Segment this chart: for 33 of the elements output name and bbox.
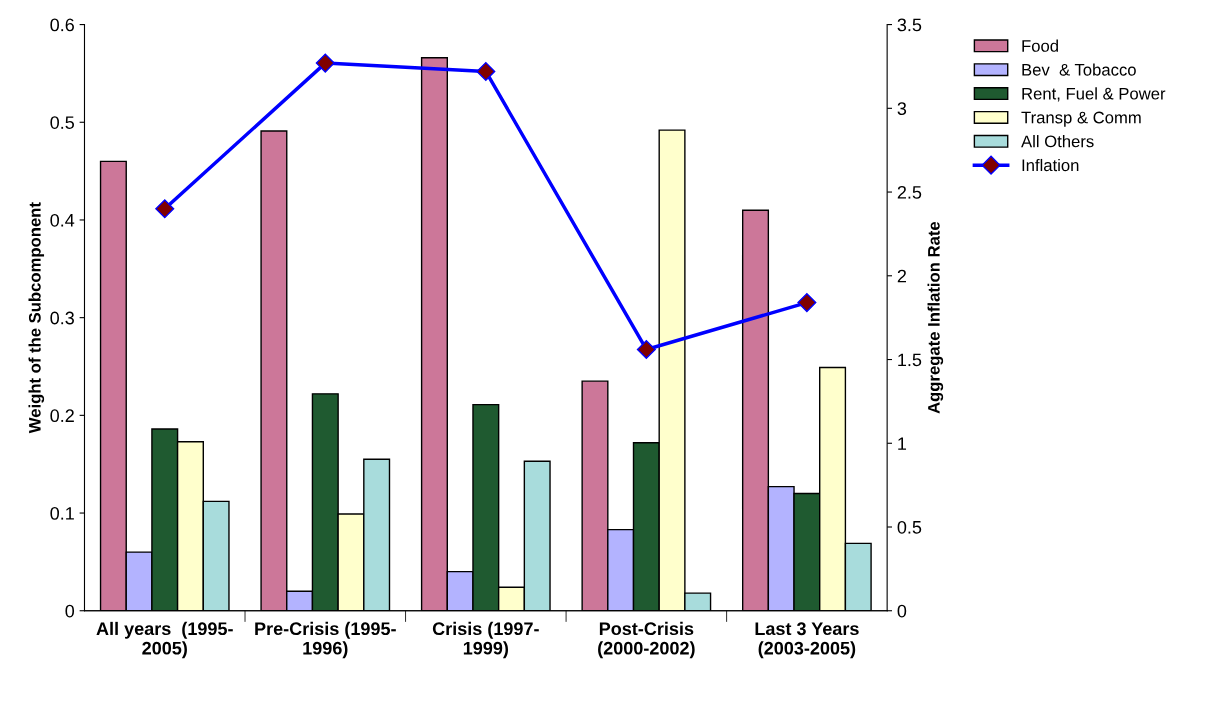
point	[797, 293, 817, 313]
y2-tick-label: 3	[897, 102, 907, 116]
x-tick-label: Last 3 Years (2003-2005)	[755, 622, 859, 659]
point	[315, 53, 335, 73]
legend-label: Transp & Comm	[1021, 111, 1141, 127]
y-tick-label: 0.4	[50, 213, 75, 227]
legend-label: Food	[1022, 39, 1058, 52]
y2-axis-title: Aggregate Inflation Rate	[927, 221, 944, 414]
y-tick-label: 0	[65, 604, 75, 618]
y2-tick-label: 1.5	[898, 353, 922, 367]
y2-tick-label: 1	[898, 437, 907, 450]
y-tick-label: 0.5	[50, 116, 75, 129]
y-tick-label: 0.2	[50, 409, 74, 423]
legend-label: All Others	[1021, 135, 1094, 148]
y2-tick-label: 2.5	[897, 185, 922, 199]
x-tick-label: All years (1995- 2005)	[96, 621, 233, 659]
legend-label: Inflation	[1022, 158, 1079, 172]
y-tick-label: 0.6	[50, 18, 74, 32]
x-tick-label: Post-Crisis (2000-2002)	[598, 621, 695, 659]
y2-tick-label: 0	[897, 604, 907, 618]
y-tick-label: 0.3	[50, 311, 74, 325]
point	[476, 61, 496, 81]
point	[636, 339, 656, 360]
y2-tick-label: 0.5	[897, 520, 922, 534]
y2-tick-label: 3.5	[897, 18, 922, 32]
legend-label: Bev & Tobacco	[1022, 63, 1136, 76]
x-tick-label: Crisis (1997- 1999)	[432, 621, 539, 659]
x-tick-label: Pre-Crisis (1995- 1996)	[255, 621, 396, 659]
y2-tick-label: 2	[897, 269, 906, 283]
point	[155, 199, 175, 219]
legend-label: Rent, Fuel & Power	[1022, 87, 1166, 102]
y-tick-label: 0.1	[50, 506, 74, 520]
y-axis-title: Weight of the Subcomponent	[28, 202, 45, 434]
